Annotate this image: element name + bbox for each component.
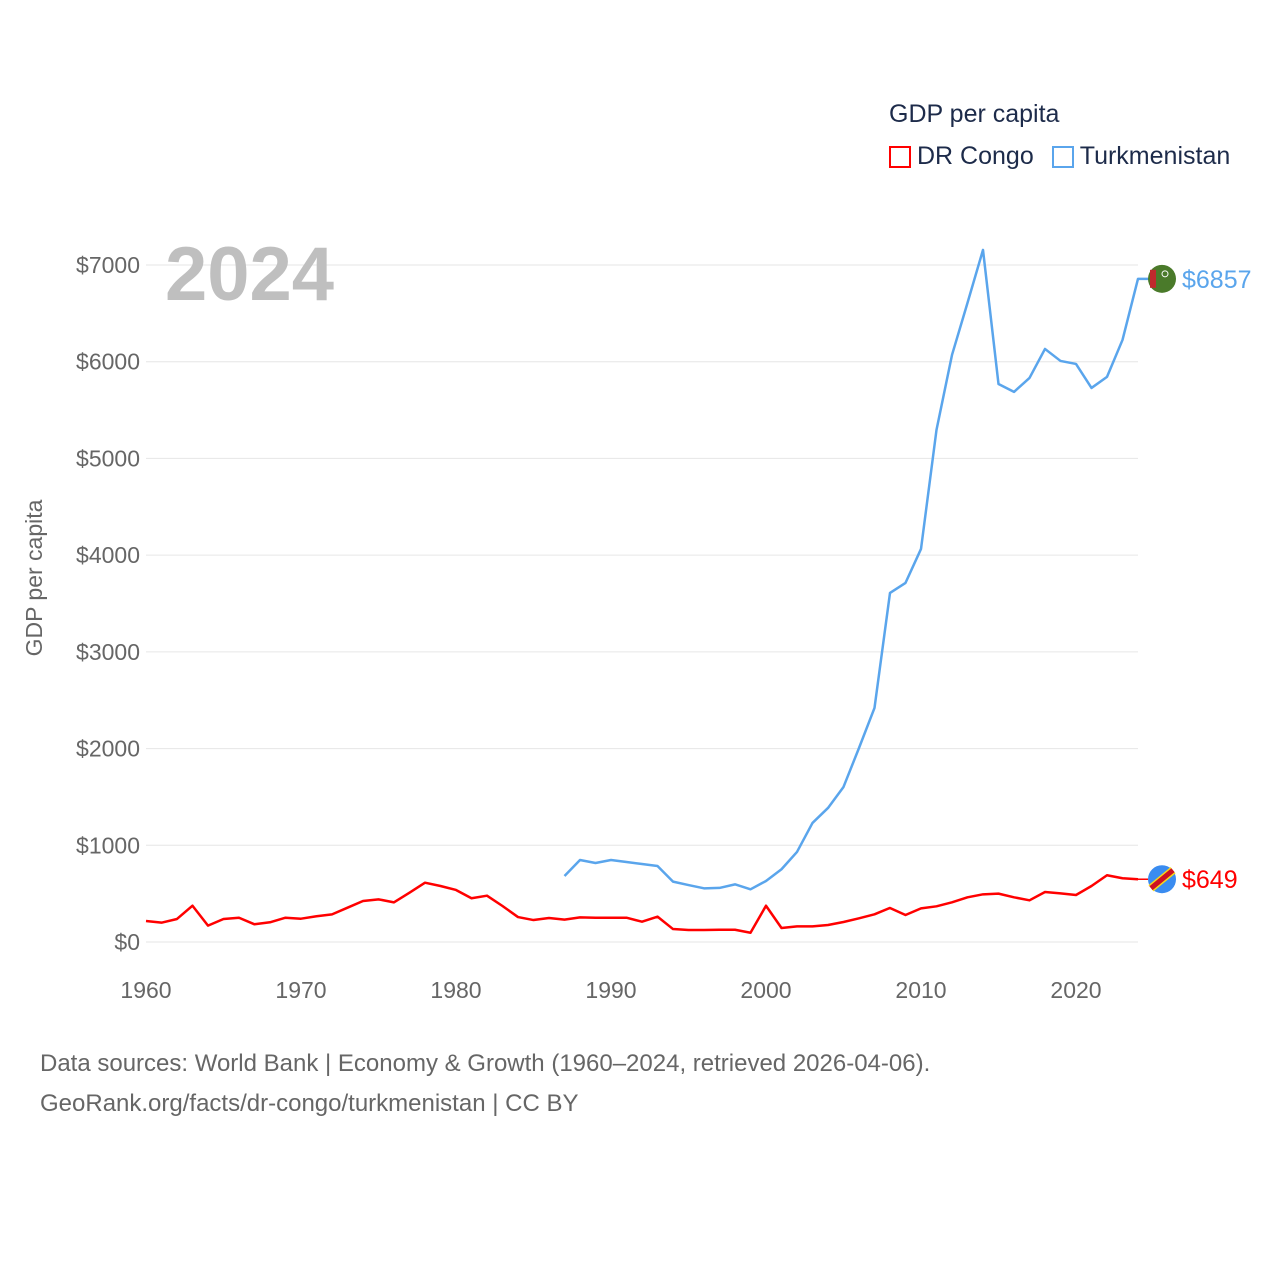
attribution-text: GeoRank.org/facts/dr-congo/turkmenistan … xyxy=(40,1090,579,1117)
legend-swatch xyxy=(889,145,911,168)
flag-crescent xyxy=(1161,270,1169,278)
y-tick-label: $7000 xyxy=(76,252,140,278)
x-tick-label: 1960 xyxy=(120,977,171,1003)
data-source-text: Data sources: World Bank | Economy & Gro… xyxy=(40,1050,931,1077)
legend-item-dr-congo[interactable]: DR Congo xyxy=(889,142,1034,171)
flag-stripe xyxy=(1149,868,1175,891)
y-tick-label: $3000 xyxy=(76,639,140,665)
y-tick-label: $0 xyxy=(114,929,140,955)
end-value-label: $6857 xyxy=(1182,266,1252,294)
series-line-dr-congo xyxy=(145,874,1139,934)
y-tick-label: $2000 xyxy=(76,736,140,762)
series-line-turkmenistan xyxy=(563,248,1154,891)
footer: Data sources: World Bank | Economy & Gro… xyxy=(40,1044,930,1124)
x-tick-label: 1980 xyxy=(430,977,481,1003)
x-tick-label: 2010 xyxy=(895,977,946,1003)
y-tick-label: $5000 xyxy=(76,445,140,471)
legend-swatch xyxy=(1051,145,1074,168)
flag-band xyxy=(1150,269,1156,288)
legend-title: GDP per capita xyxy=(889,100,1060,128)
x-tick-label: 1990 xyxy=(585,977,636,1003)
legend-label: Turkmenistan xyxy=(1079,142,1231,170)
y-tick-label: $6000 xyxy=(76,349,140,375)
end-value-label: $649 xyxy=(1182,866,1238,894)
x-tick-label: 1970 xyxy=(275,977,326,1003)
x-tick-label: 2020 xyxy=(1050,977,1101,1003)
legend-label: DR Congo xyxy=(917,142,1034,170)
y-tick-label: $1000 xyxy=(76,832,140,858)
x-tick-label: 2000 xyxy=(740,977,791,1003)
year-label: 2024 xyxy=(165,232,334,317)
y-axis-label: GDP per capita xyxy=(21,499,47,656)
legend: DR Congo Turkmenistan xyxy=(889,142,1230,171)
y-tick-label: $4000 xyxy=(76,542,140,568)
legend-item-turkmenistan[interactable]: Turkmenistan xyxy=(1051,142,1231,171)
